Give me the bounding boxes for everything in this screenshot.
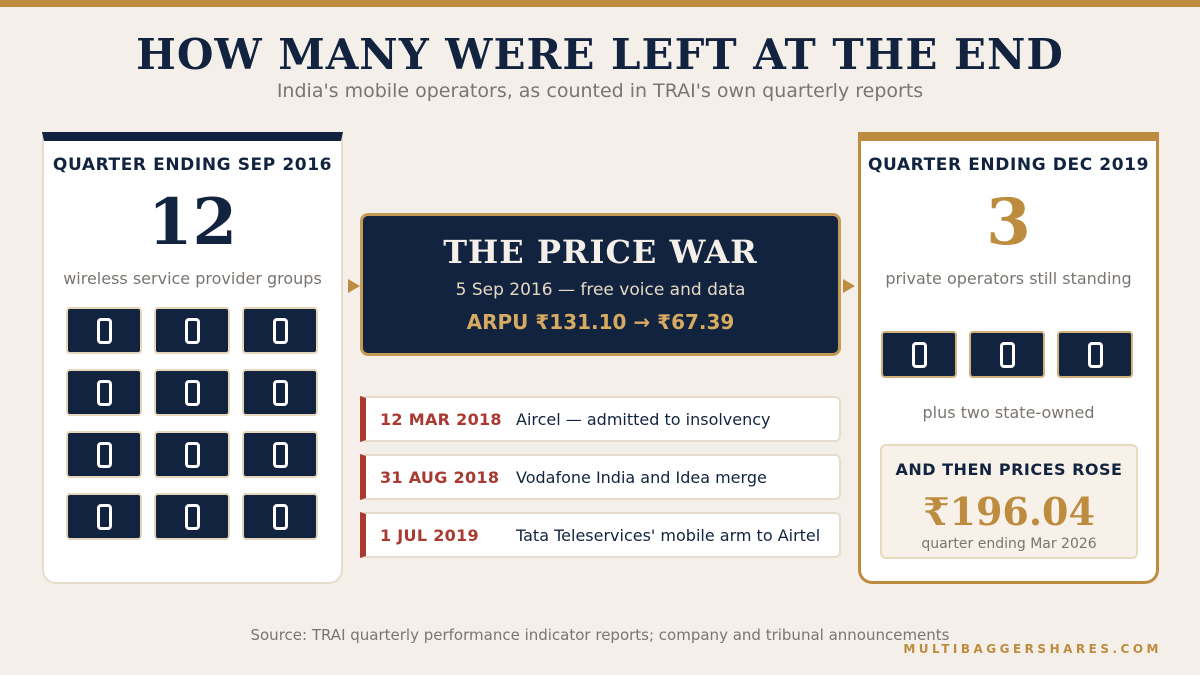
source-note: Source: TRAI quarterly performance indic… — [250, 626, 950, 644]
page-subtitle: India's mobile operators, as counted in … — [276, 80, 924, 102]
operator-box — [66, 307, 142, 354]
sim-card-icon — [184, 379, 200, 406]
operator-box — [881, 331, 957, 378]
operator-box — [154, 307, 230, 354]
state-owned-note: plus two state-owned — [922, 403, 1095, 422]
sim-card-icon — [184, 317, 200, 344]
sim-card-icon — [272, 441, 288, 468]
arpu-latest-value: ₹196.04 — [923, 489, 1095, 534]
sim-card-icon — [272, 317, 288, 344]
arrow-right-icon — [843, 279, 855, 293]
operator-grid-2019 — [881, 331, 1137, 378]
operator-box — [242, 493, 318, 540]
sim-card-icon — [96, 317, 112, 344]
operator-box — [66, 493, 142, 540]
operator-box — [66, 431, 142, 478]
panel-right-heading: QUARTER ENDING DEC 2019 — [867, 155, 1150, 175]
event-text: Vodafone India and Idea merge — [516, 468, 767, 487]
event-row: 12 MAR 2018 Aircel — admitted to insolve… — [360, 396, 841, 442]
event-date: 12 MAR 2018 — [380, 410, 502, 429]
operator-box — [66, 369, 142, 416]
operator-box — [154, 493, 230, 540]
arrow-right-icon — [348, 279, 360, 293]
operator-box — [242, 307, 318, 354]
event-date: 31 AUG 2018 — [380, 468, 500, 487]
operator-box — [154, 369, 230, 416]
prices-rose-box: AND THEN PRICES ROSE ₹196.04 quarter end… — [880, 444, 1138, 559]
operator-grid-2016 — [66, 307, 322, 540]
sim-card-icon — [184, 503, 200, 530]
operator-box — [969, 331, 1045, 378]
sim-card-icon — [1087, 341, 1103, 368]
price-war-title: THE PRICE WAR — [443, 233, 758, 271]
sim-card-icon — [96, 379, 112, 406]
sim-card-icon — [999, 341, 1015, 368]
prices-rose-heading: AND THEN PRICES ROSE — [895, 460, 1123, 479]
brand-watermark: MULTIBAGGERSHARES.COM — [903, 642, 1162, 656]
arpu-change: ARPU ₹131.10 → ₹67.39 — [466, 310, 735, 334]
operator-box — [242, 369, 318, 416]
operator-count-2019: 3 — [986, 185, 1031, 260]
panel-left-heading: QUARTER ENDING SEP 2016 — [52, 155, 333, 175]
operator-box — [242, 431, 318, 478]
panel-sep-2016: QUARTER ENDING SEP 2016 12 wireless serv… — [42, 132, 343, 584]
price-war-date: 5 Sep 2016 — free voice and data — [455, 280, 746, 300]
event-date: 1 JUL 2019 — [380, 526, 479, 545]
event-text: Tata Teleservices' mobile arm to Airtel — [516, 526, 821, 545]
event-row: 31 AUG 2018 Vodafone India and Idea merg… — [360, 454, 841, 500]
sim-card-icon — [272, 379, 288, 406]
operator-box — [154, 431, 230, 478]
page-title: HOW MANY WERE LEFT AT THE END — [136, 30, 1064, 79]
arpu-latest-note: quarter ending Mar 2026 — [921, 536, 1097, 552]
sim-card-icon — [96, 503, 112, 530]
sim-card-icon — [272, 503, 288, 530]
price-war-box: THE PRICE WAR 5 Sep 2016 — free voice an… — [360, 213, 841, 356]
panel-dec-2019: QUARTER ENDING DEC 2019 3 private operat… — [858, 132, 1159, 584]
event-text: Aircel — admitted to insolvency — [516, 410, 771, 429]
sim-card-icon — [96, 441, 112, 468]
panel-left-caption: wireless service provider groups — [63, 269, 322, 288]
operator-box — [1057, 331, 1133, 378]
panel-right-caption: private operators still standing — [885, 269, 1132, 288]
sim-card-icon — [911, 341, 927, 368]
sim-card-icon — [184, 441, 200, 468]
top-accent-bar — [0, 0, 1200, 7]
event-row: 1 JUL 2019 Tata Teleservices' mobile arm… — [360, 512, 841, 558]
operator-count-2016: 12 — [147, 185, 238, 260]
